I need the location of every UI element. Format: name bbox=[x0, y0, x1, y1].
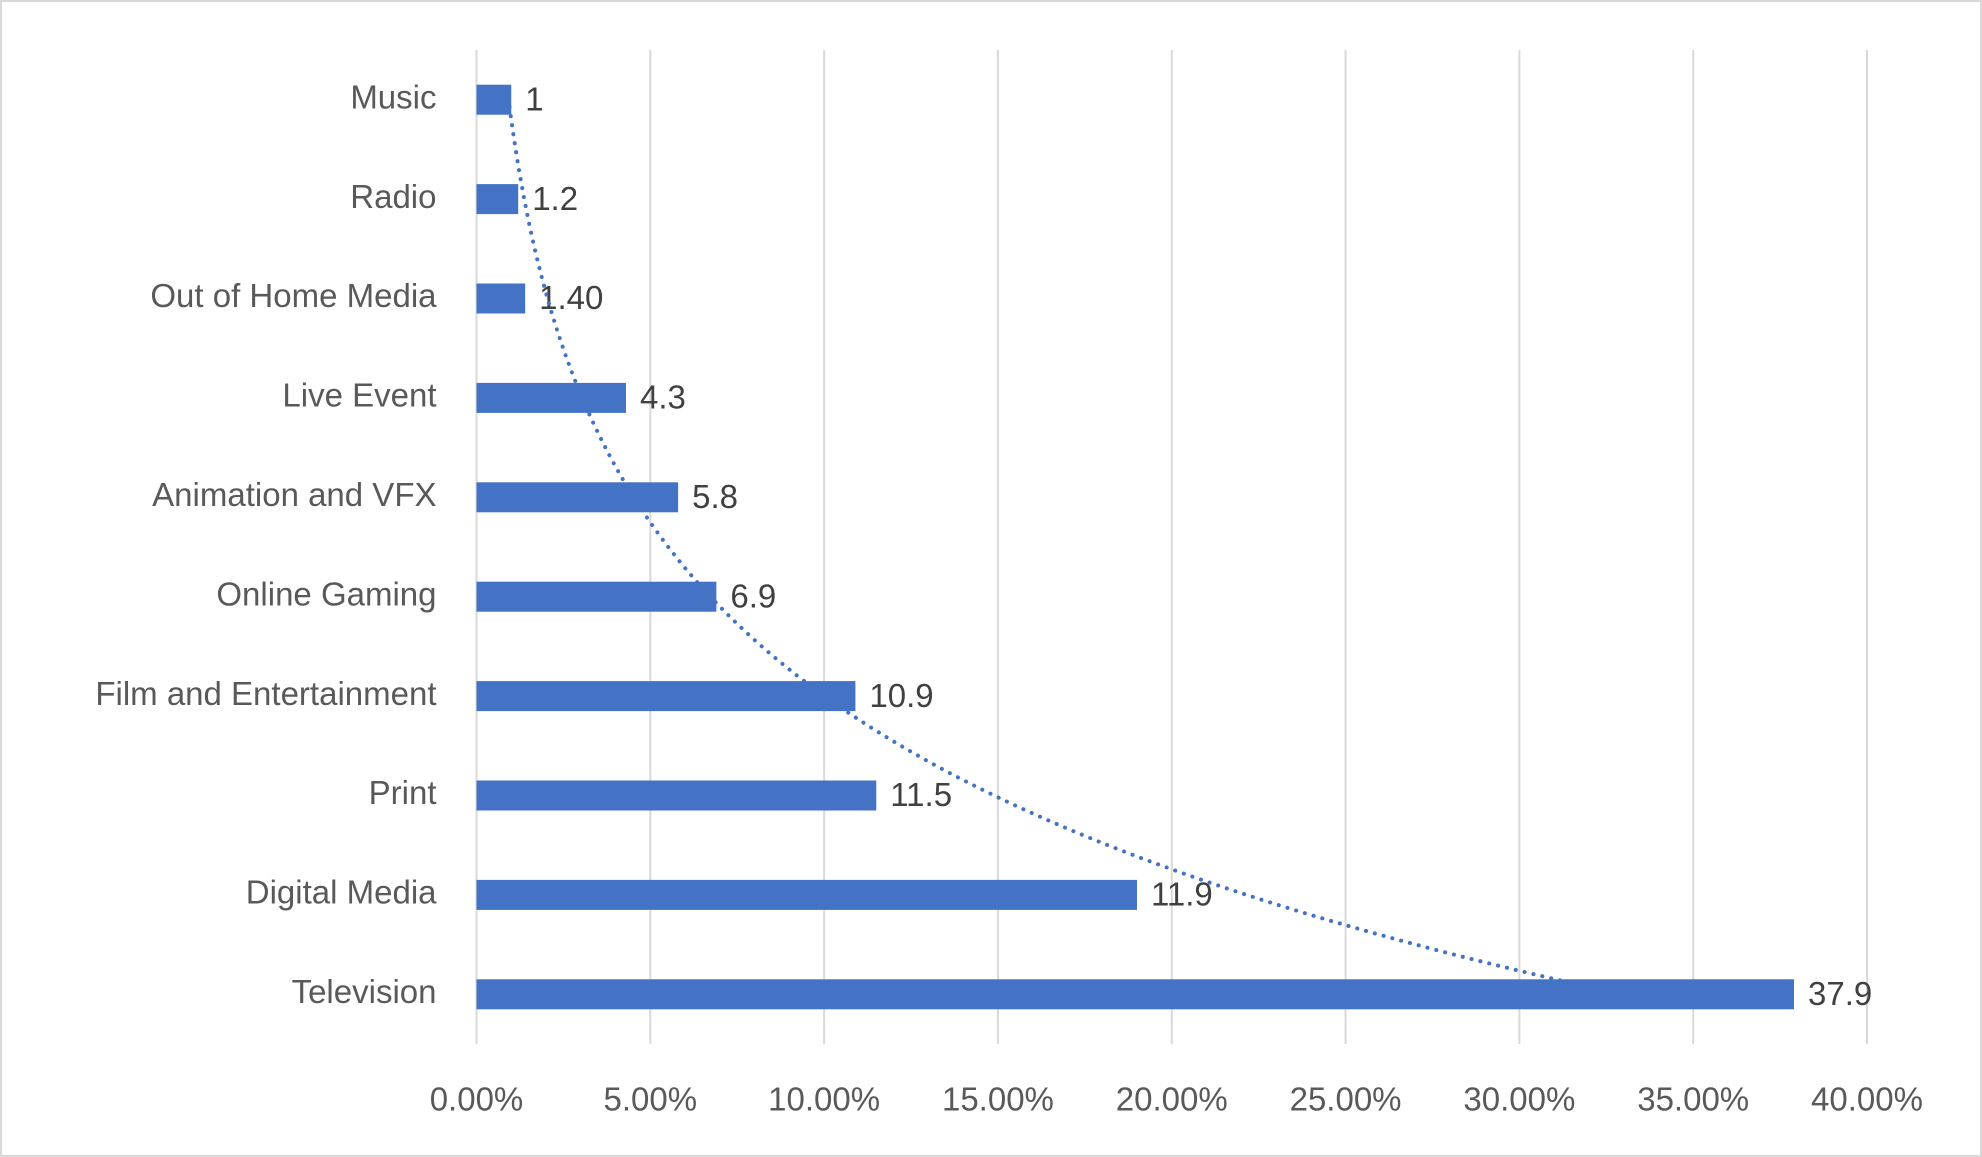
y-tick-label: Print bbox=[369, 774, 437, 811]
y-tick-label: Television bbox=[292, 973, 437, 1010]
data-label: 6.9 bbox=[730, 577, 776, 614]
data-label: 10.9 bbox=[869, 677, 933, 714]
x-tick-label: 25.00% bbox=[1290, 1081, 1402, 1118]
bar bbox=[476, 879, 1137, 910]
x-tick-label: 0.00% bbox=[430, 1081, 524, 1118]
x-tick-label: 20.00% bbox=[1116, 1081, 1228, 1118]
y-tick-label: Online Gaming bbox=[216, 575, 436, 612]
bar bbox=[476, 84, 512, 115]
y-tick-label: Digital Media bbox=[246, 874, 437, 911]
y-tick-label: Radio bbox=[350, 178, 436, 215]
data-label: 11.5 bbox=[890, 776, 952, 813]
y-tick-label: Out of Home Media bbox=[150, 277, 437, 314]
data-label: 5.8 bbox=[692, 478, 738, 515]
bar bbox=[476, 581, 717, 612]
y-tick-label: Music bbox=[350, 78, 436, 115]
x-tick-label: 30.00% bbox=[1463, 1081, 1575, 1118]
x-tick-label: 10.00% bbox=[768, 1081, 880, 1118]
bar bbox=[476, 382, 626, 413]
y-tick-label: Film and Entertainment bbox=[95, 675, 436, 712]
bar bbox=[476, 780, 877, 811]
x-tick-label: 40.00% bbox=[1811, 1081, 1923, 1118]
bar bbox=[476, 979, 1794, 1010]
data-label: 1.40 bbox=[539, 279, 603, 316]
data-label: 1.2 bbox=[532, 180, 578, 217]
x-tick-label: 5.00% bbox=[604, 1081, 698, 1118]
bar bbox=[476, 283, 526, 314]
bar bbox=[476, 681, 856, 712]
x-tick-label: 15.00% bbox=[942, 1081, 1054, 1118]
bar bbox=[476, 482, 679, 513]
y-tick-label: Animation and VFX bbox=[152, 476, 436, 513]
data-label: 11.9 bbox=[1151, 876, 1213, 913]
data-label: 37.9 bbox=[1808, 975, 1872, 1012]
data-label: 1 bbox=[525, 80, 543, 117]
trendline bbox=[506, 97, 1625, 997]
x-tick-label: 35.00% bbox=[1637, 1081, 1749, 1118]
bar bbox=[476, 184, 519, 215]
y-tick-label: Live Event bbox=[282, 377, 436, 414]
data-label: 4.3 bbox=[640, 379, 686, 416]
